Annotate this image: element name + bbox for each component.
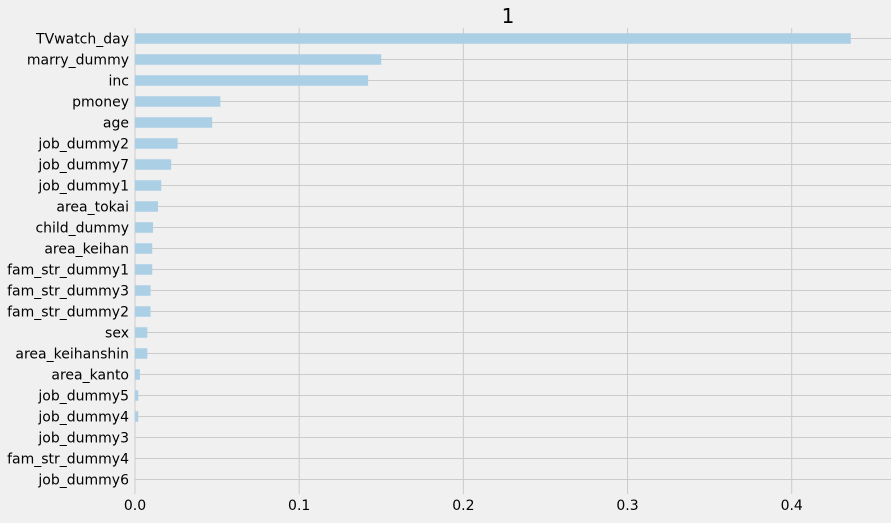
y-tick-label: fam_str_dummy1 bbox=[7, 263, 129, 279]
y-tick-label: inc bbox=[109, 74, 129, 90]
bar-inc bbox=[135, 75, 369, 86]
y-tick-label: job_dummy5 bbox=[37, 389, 129, 405]
bar-marry_dummy bbox=[135, 54, 382, 65]
bar-job_dummy5 bbox=[135, 390, 139, 401]
bar-fam_str_dummy3 bbox=[135, 285, 151, 296]
y-tick-label: job_dummy6 bbox=[37, 473, 129, 489]
y-tick-label: age bbox=[103, 116, 129, 132]
bar-job_dummy1 bbox=[135, 180, 162, 191]
x-tick-label: 0.0 bbox=[124, 498, 146, 514]
bars bbox=[135, 33, 851, 422]
bar-job_dummy7 bbox=[135, 159, 172, 170]
bar-pmoney bbox=[135, 96, 221, 107]
y-tick-label: job_dummy3 bbox=[37, 431, 129, 447]
y-tick-label: area_tokai bbox=[56, 200, 129, 216]
bar-TVwatch_day bbox=[135, 33, 851, 44]
y-tick-label: job_dummy2 bbox=[37, 137, 129, 153]
bar-job_dummy2 bbox=[135, 138, 178, 149]
y-tick-label: area_keihan bbox=[44, 242, 129, 258]
x-tick-label: 0.3 bbox=[616, 498, 638, 514]
y-tick-label: job_dummy1 bbox=[37, 179, 129, 195]
y-tick-label: child_dummy bbox=[35, 221, 129, 237]
x-tick-label: 0.1 bbox=[288, 498, 310, 514]
y-tick-label: TVwatch_day bbox=[35, 32, 129, 48]
y-tick-label: area_keihanshin bbox=[15, 347, 129, 363]
bar-job_dummy4 bbox=[135, 411, 139, 422]
y-tick-label: job_dummy4 bbox=[37, 410, 129, 426]
x-tick-labels: 0.0 0.1 0.2 0.3 0.4 bbox=[124, 498, 803, 514]
bar-area_kanto bbox=[135, 369, 140, 380]
bar-fam_str_dummy1 bbox=[135, 264, 153, 275]
y-tick-label: fam_str_dummy3 bbox=[7, 284, 129, 300]
x-tick-label: 0.4 bbox=[781, 498, 803, 514]
y-tick-label: job_dummy7 bbox=[37, 158, 129, 174]
bar-area_keihan bbox=[135, 243, 153, 254]
bar-area_tokai bbox=[135, 201, 158, 212]
bar-fam_str_dummy2 bbox=[135, 306, 151, 317]
bar-child_dummy bbox=[135, 222, 154, 233]
bar-sex bbox=[135, 327, 148, 338]
bar-area_keihanshin bbox=[135, 348, 148, 359]
y-tick-label: sex bbox=[105, 326, 129, 342]
y-tick-label: fam_str_dummy4 bbox=[7, 452, 129, 468]
x-tick-label: 0.2 bbox=[452, 498, 474, 514]
y-tick-label: area_kanto bbox=[51, 368, 129, 384]
bar-age bbox=[135, 117, 213, 128]
y-tick-label: pmoney bbox=[72, 95, 129, 111]
y-tick-label: fam_str_dummy2 bbox=[7, 305, 129, 321]
y-tick-label: marry_dummy bbox=[27, 53, 129, 69]
chart-title: 1 bbox=[502, 4, 515, 28]
